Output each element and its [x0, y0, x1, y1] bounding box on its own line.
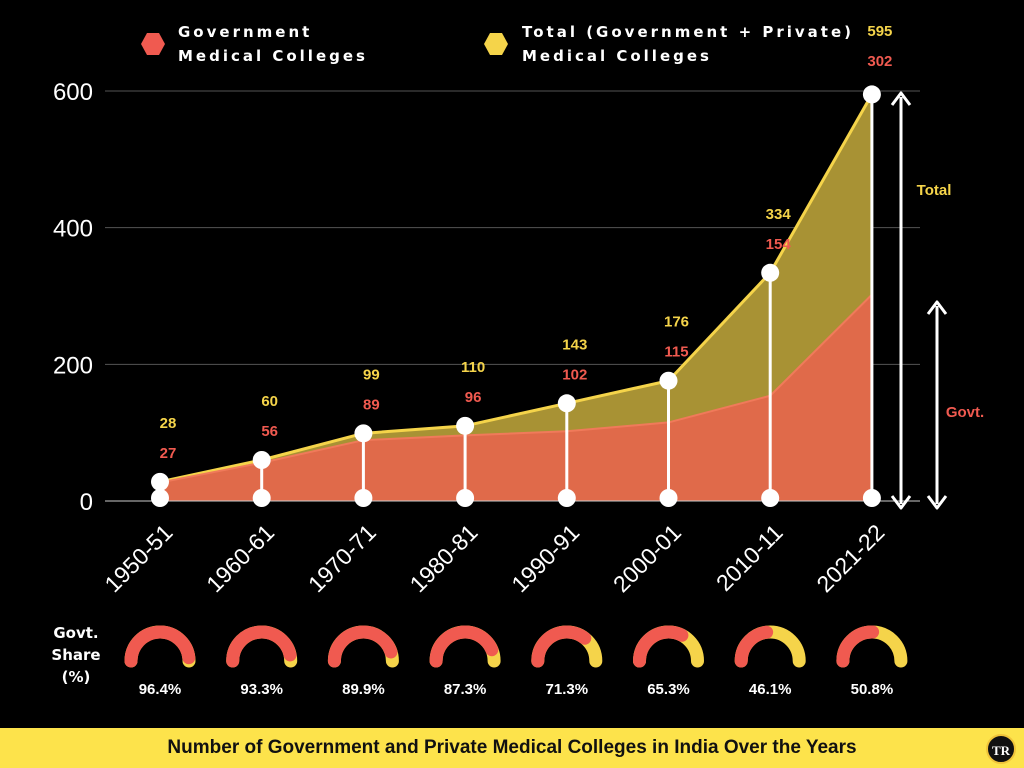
govt-value-label: 115	[664, 344, 688, 361]
baseline-dot	[557, 489, 576, 507]
share-value-label: 71.3%	[546, 681, 589, 698]
x-tick-label: 2010-11	[711, 519, 788, 596]
share-gauge-fill	[531, 625, 592, 668]
y-tick-label: 400	[53, 216, 93, 243]
legend-govt-label: Government Medical Colleges	[178, 23, 368, 65]
x-tick-label: 1990-91	[506, 519, 584, 597]
total-point	[862, 85, 881, 104]
total-value-label: 176	[664, 314, 689, 331]
baseline-dot	[659, 489, 678, 507]
total-legend-hexagon-icon	[484, 33, 508, 55]
govt-value-label: 102	[562, 366, 587, 383]
total-point	[151, 472, 169, 491]
total-annotation: Total	[917, 182, 952, 199]
y-tick-label: 0	[80, 489, 93, 516]
share-value-label: 93.3%	[240, 681, 283, 698]
total-value-label: 334	[766, 206, 792, 223]
footer-bar: Number of Government and Private Medical…	[0, 728, 1024, 768]
y-tick-label: 600	[53, 79, 93, 106]
govt-legend-hexagon-icon	[141, 33, 165, 55]
govt-annotation: Govt.	[946, 404, 984, 421]
total-value-label: 143	[562, 336, 587, 353]
total-arrow-head-down	[890, 495, 912, 510]
govt-line	[159, 293, 873, 484]
baseline-dot	[761, 489, 780, 507]
x-tick-label: 2000-01	[608, 519, 686, 597]
govt-value-label: 154	[766, 236, 792, 253]
total-area	[160, 94, 872, 502]
share-gauge-fill	[429, 625, 499, 668]
share-gauge-fill	[124, 625, 196, 668]
share-value-label: 65.3%	[647, 681, 690, 698]
govt-value-label: 56	[261, 423, 278, 440]
baseline-dot	[354, 489, 373, 507]
legend-total-label: Total (Government + Private) Medical Col…	[522, 23, 854, 65]
govt-arrow-head-up	[926, 300, 948, 315]
govt-value-label: 96	[465, 389, 482, 406]
total-point	[761, 263, 780, 282]
share-gauge-fill	[633, 625, 689, 668]
total-point	[354, 424, 373, 443]
total-value-label: 595	[867, 23, 892, 40]
total-point	[659, 371, 678, 390]
baseline-dot	[151, 489, 169, 507]
govt-share-title: Govt. Share (%)	[51, 624, 101, 686]
baseline-dot	[456, 489, 475, 507]
share-gauge-fill	[327, 625, 398, 668]
share-gauge-fill	[226, 625, 297, 668]
total-line	[159, 93, 874, 484]
total-point	[557, 394, 576, 413]
total-point	[252, 451, 271, 469]
total-value-label: 60	[261, 393, 278, 410]
govt-value-label: 27	[160, 445, 177, 462]
share-gauge-fill	[734, 625, 774, 668]
govt-value-label: 302	[867, 53, 892, 70]
share-value-label: 89.9%	[342, 681, 385, 698]
x-tick-label: 1970-71	[303, 519, 381, 597]
share-value-label: 50.8%	[851, 681, 894, 698]
baseline-dot	[862, 489, 881, 507]
share-value-label: 46.1%	[749, 681, 792, 698]
total-value-label: 110	[461, 359, 485, 376]
share-gauge-fill	[836, 625, 880, 668]
share-value-label: 96.4%	[139, 681, 182, 698]
govt-value-label: 89	[363, 396, 380, 413]
x-tick-label: 1960-61	[201, 519, 279, 597]
govt-area	[160, 294, 872, 501]
x-tick-label: 2021-22	[811, 519, 889, 597]
total-arrow-head-up	[890, 91, 912, 106]
govt-arrow-head-down	[926, 495, 948, 510]
share-value-label: 87.3%	[444, 681, 487, 698]
x-tick-label: 1980-81	[405, 519, 483, 597]
y-tick-label: 200	[53, 352, 93, 379]
total-point	[456, 416, 475, 435]
baseline-dot	[252, 489, 271, 507]
total-value-label: 99	[363, 366, 380, 383]
x-tick-label: 1950-51	[99, 519, 177, 597]
total-value-label: 28	[160, 415, 177, 432]
chart-title: Number of Government and Private Medical…	[167, 737, 857, 758]
brand-logo-badge: TR	[986, 734, 1016, 764]
